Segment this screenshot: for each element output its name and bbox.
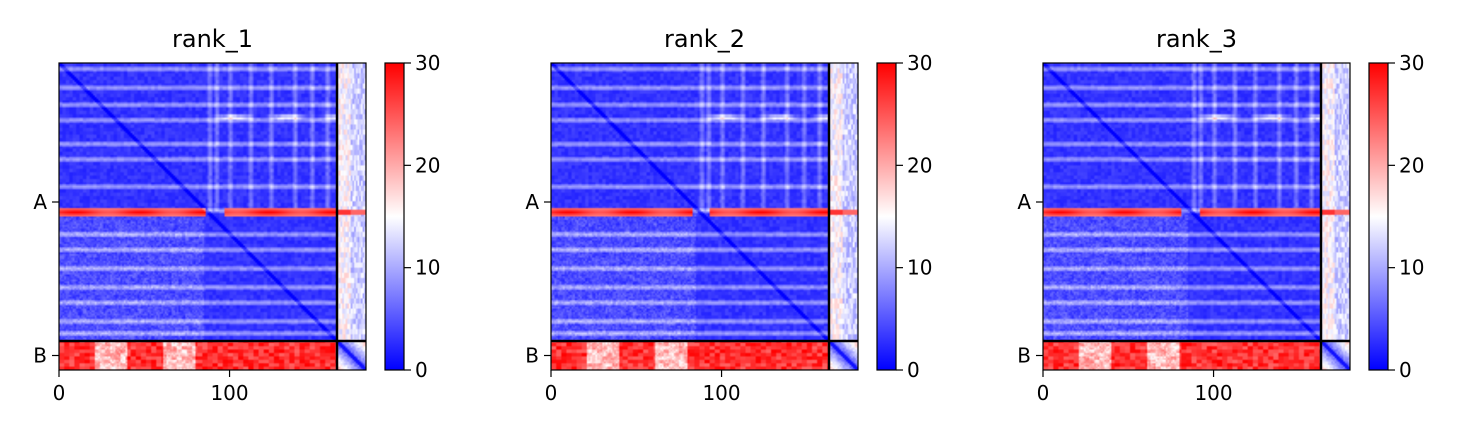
- colorbar: [876, 62, 897, 371]
- colorbar-tick-label: 30: [1399, 51, 1424, 75]
- x-tick-label: 100: [1194, 381, 1232, 405]
- colorbar-tick-label: 10: [415, 256, 440, 280]
- colorbar-tick-label: 0: [1399, 358, 1412, 382]
- pae-heatmap: [1043, 63, 1350, 370]
- y-tick-label: B: [525, 344, 539, 368]
- x-tick-label: 0: [1037, 381, 1050, 405]
- y-tick-label: A: [525, 190, 539, 214]
- colorbar-tick-label: 0: [907, 358, 920, 382]
- colorbar-tick-label: 30: [415, 51, 440, 75]
- colorbar-tick-label: 10: [907, 256, 932, 280]
- chart-title: rank_1: [172, 25, 253, 53]
- y-tick-label: B: [1017, 344, 1031, 368]
- x-tick-label: 0: [545, 381, 558, 405]
- chart-title: rank_2: [664, 25, 745, 53]
- chart-title: rank_3: [1156, 25, 1237, 53]
- colorbar-tick-label: 20: [415, 153, 440, 177]
- pae-heatmap: [59, 63, 366, 370]
- x-tick-label: 100: [210, 381, 248, 405]
- colorbar-tick-label: 10: [1399, 256, 1424, 280]
- colorbar-tick-label: 0: [415, 358, 428, 382]
- axes-frame: [550, 62, 859, 371]
- colorbar-tick-label: 20: [1399, 153, 1424, 177]
- axes-frame: [58, 62, 367, 371]
- y-tick-label: A: [33, 190, 47, 214]
- y-tick-label: A: [1017, 190, 1031, 214]
- y-tick-label: B: [33, 344, 47, 368]
- colorbar: [384, 62, 405, 371]
- x-tick-label: 100: [702, 381, 740, 405]
- colorbar-tick-label: 20: [907, 153, 932, 177]
- colorbar-tick-label: 30: [907, 51, 932, 75]
- pae-heatmap: [551, 63, 858, 370]
- x-tick-label: 0: [53, 381, 66, 405]
- axes-frame: [1042, 62, 1351, 371]
- colorbar: [1368, 62, 1389, 371]
